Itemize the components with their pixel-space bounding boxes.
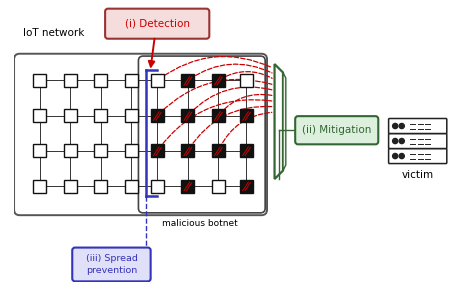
Text: (ii) Mitigation: (ii) Mitigation xyxy=(302,125,372,135)
Circle shape xyxy=(392,153,398,159)
Circle shape xyxy=(399,153,404,159)
Bar xyxy=(151,179,164,193)
FancyBboxPatch shape xyxy=(389,149,447,164)
Bar xyxy=(125,74,138,87)
Bar xyxy=(181,179,194,193)
Bar xyxy=(240,179,253,193)
Bar xyxy=(33,179,46,193)
Circle shape xyxy=(399,123,404,128)
FancyBboxPatch shape xyxy=(389,119,447,134)
Polygon shape xyxy=(283,72,286,171)
Bar xyxy=(64,109,77,122)
FancyBboxPatch shape xyxy=(72,248,151,281)
Bar xyxy=(151,74,164,87)
Bar xyxy=(151,144,164,157)
Text: IoT network: IoT network xyxy=(23,28,85,38)
Bar xyxy=(240,109,253,122)
Bar xyxy=(33,144,46,157)
FancyBboxPatch shape xyxy=(389,134,447,149)
Text: (iii) Spread
prevention: (iii) Spread prevention xyxy=(85,254,137,275)
Bar xyxy=(181,144,194,157)
Bar xyxy=(33,109,46,122)
Bar xyxy=(94,144,108,157)
FancyBboxPatch shape xyxy=(138,56,265,213)
Text: victim: victim xyxy=(401,170,434,180)
FancyBboxPatch shape xyxy=(105,9,210,39)
Bar xyxy=(125,179,138,193)
Bar xyxy=(125,109,138,122)
Text: malicious botnet: malicious botnet xyxy=(162,219,237,228)
Bar xyxy=(64,179,77,193)
FancyBboxPatch shape xyxy=(295,116,378,144)
Circle shape xyxy=(399,138,404,143)
Bar xyxy=(181,74,194,87)
Bar xyxy=(212,74,225,87)
FancyBboxPatch shape xyxy=(14,54,267,215)
Bar xyxy=(33,74,46,87)
Polygon shape xyxy=(274,64,283,179)
Bar xyxy=(94,109,108,122)
Bar xyxy=(240,74,253,87)
Text: (i) Detection: (i) Detection xyxy=(125,19,190,29)
Bar xyxy=(212,179,225,193)
Bar xyxy=(151,109,164,122)
Circle shape xyxy=(392,138,398,143)
Bar xyxy=(64,74,77,87)
Bar xyxy=(212,144,225,157)
Bar xyxy=(212,109,225,122)
Bar xyxy=(181,109,194,122)
Bar xyxy=(125,144,138,157)
Bar xyxy=(94,179,108,193)
Bar xyxy=(94,74,108,87)
Bar xyxy=(240,144,253,157)
Bar xyxy=(64,144,77,157)
Circle shape xyxy=(392,123,398,128)
